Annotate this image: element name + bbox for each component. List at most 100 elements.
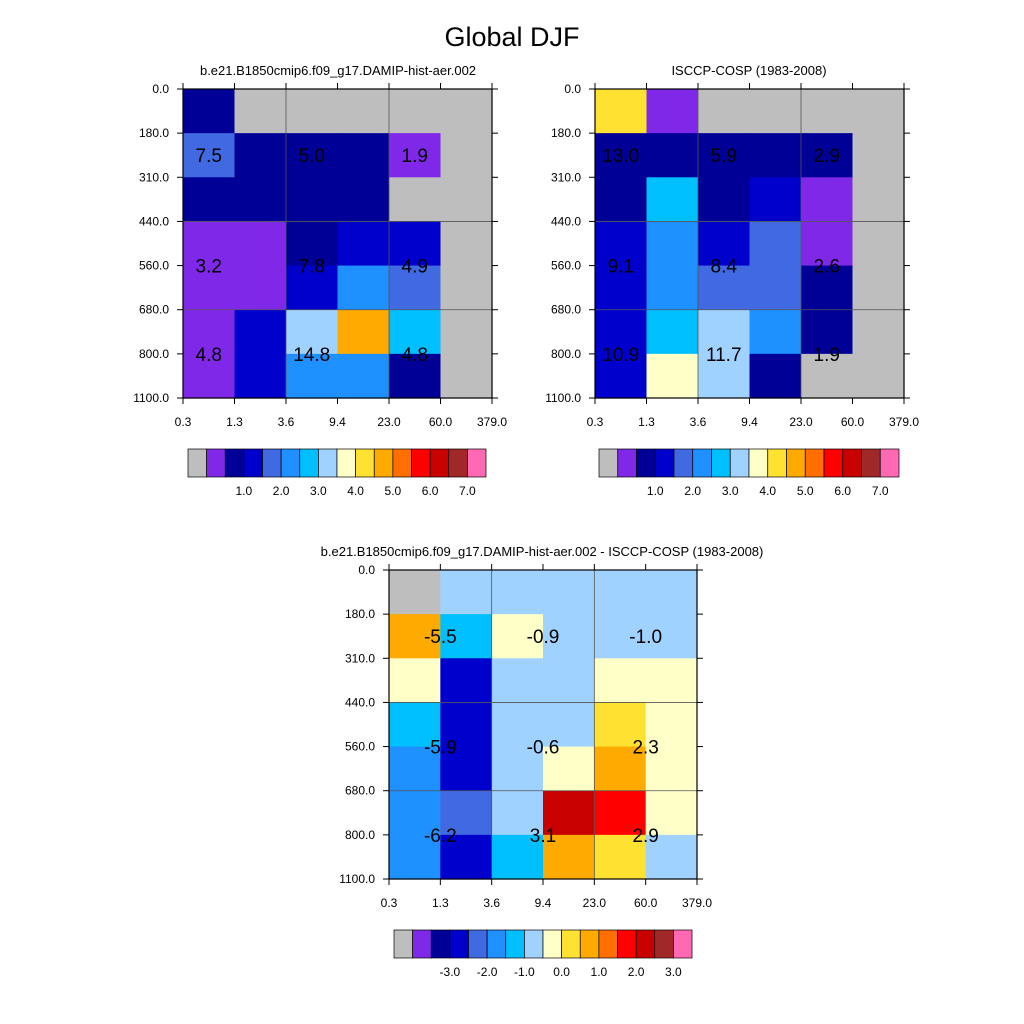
heatmap-cell: [440, 353, 493, 399]
y-tick-label: 680.0: [139, 303, 169, 317]
heatmap-cell: [491, 614, 544, 659]
colorbar-swatch: [318, 448, 338, 478]
y-tick-label: 800.0: [551, 347, 581, 361]
x-tick-label: 3.6: [483, 896, 500, 910]
heatmap-cell: [491, 570, 544, 615]
heatmap-cell: [645, 614, 698, 659]
colorbar-label: 4.0: [759, 484, 776, 498]
colorbar-label: 1.0: [647, 484, 664, 498]
cell-annotation: -0.6: [527, 738, 560, 759]
panel-obs-plot: 0.3 1.3 3.6 9.4 23.0 60.0 379.0 0.0 180.0 310.0 44…: [545, 82, 919, 429]
y-tick-label: 440.0: [345, 695, 375, 709]
cell-annotation: 5.9: [711, 146, 737, 167]
heatmap-cell: [286, 309, 339, 355]
cell-annotation: 10.9: [602, 345, 639, 366]
colorbar-label: 4.0: [347, 484, 364, 498]
heatmap-cell: [698, 221, 751, 267]
x-tick-label: 379.0: [889, 415, 919, 429]
cell-annotation: 3.1: [530, 826, 556, 847]
cell-annotation: 2.9: [632, 826, 658, 847]
y-tick-label: 180.0: [139, 126, 169, 140]
heatmap-cell: [698, 177, 751, 223]
heatmap-cell: [286, 265, 339, 311]
y-tick-label: 560.0: [139, 259, 169, 273]
heatmap-cell: [801, 221, 854, 267]
panel-difference: b.e21.B1850cmip6.f09_g17.DAMIP-hist-aer.…: [321, 544, 764, 979]
colorbar-swatch: [636, 448, 656, 478]
colorbar-swatch: [392, 448, 412, 478]
x-tick-label: 9.4: [535, 896, 552, 910]
heatmap-cell: [234, 133, 287, 178]
heatmap-cell: [646, 309, 699, 355]
heatmap-cell: [852, 353, 905, 399]
heatmap-cell: [491, 834, 544, 880]
heatmap-cell: [749, 265, 802, 311]
y-tick-label: 560.0: [345, 740, 375, 754]
heatmap-cell: [698, 265, 751, 311]
colorbar-label: 7.0: [459, 484, 476, 498]
heatmap-cell: [698, 89, 751, 134]
heatmap-cell: [183, 177, 236, 223]
heatmap-cell: [389, 221, 442, 267]
colorbar-swatch: [187, 448, 207, 478]
colorbar-swatch: [786, 448, 806, 478]
heatmap-cell: [440, 746, 493, 792]
heatmap-cell: [801, 89, 854, 134]
heatmap-cell: [389, 177, 442, 223]
heatmap-cell: [491, 790, 544, 836]
heatmap-cell: [389, 353, 442, 399]
colorbar-label: 5.0: [797, 484, 814, 498]
heatmap-cell: [645, 790, 698, 836]
panel-difference-colorbar: -3.0 -2.0 -1.0 0.0 1.0 2.0 3.0: [393, 929, 693, 979]
colorbar-swatch: [654, 929, 674, 959]
colorbar-label: 5.0: [385, 484, 402, 498]
heatmap-cell: [234, 353, 287, 399]
heatmap-cell: [286, 177, 339, 223]
cell-annotation: -5.9: [424, 738, 457, 759]
heatmap-cell: [440, 89, 493, 134]
heatmap-cell: [286, 133, 339, 178]
heatmap-cell: [594, 658, 647, 704]
colorbar-swatch: [373, 448, 394, 478]
colorbar-label: -1.0: [514, 965, 535, 979]
heatmap-cell: [234, 177, 287, 223]
heatmap-cell: [389, 834, 441, 880]
heatmap-cell: [491, 746, 544, 792]
cell-annotation: 1.9: [402, 146, 428, 167]
heatmap-cell: [286, 221, 339, 267]
heatmap-cell: [543, 570, 595, 615]
colorbar-label: 6.0: [422, 484, 439, 498]
x-tick-label: 3.6: [278, 415, 295, 429]
heatmap-cell: [852, 89, 905, 134]
heatmap-cell: [183, 89, 236, 134]
colorbar-swatch: [448, 448, 468, 478]
heatmap-cell: [337, 353, 390, 399]
heatmap-cell: [389, 702, 441, 748]
heatmap-cell: [801, 353, 854, 399]
cell-annotation: -5.5: [424, 627, 457, 648]
panel-obs-colorbar: 1.0 2.0 3.0 4.0 5.0 6.0 7.0: [598, 448, 900, 498]
colorbar-swatch: [524, 929, 544, 959]
cell-annotation: 8.4: [711, 257, 738, 278]
heatmap-cell: [234, 89, 287, 134]
heatmap-cell: [440, 265, 493, 311]
heatmap-cell: [852, 133, 905, 178]
heatmap-cell: [646, 177, 699, 223]
x-tick-label: 0.3: [381, 896, 398, 910]
heatmap-cell: [440, 790, 493, 836]
heatmap-cell: [286, 89, 339, 134]
heatmap-cell: [594, 570, 647, 615]
x-tick-label: 0.3: [175, 415, 192, 429]
x-tick-label: 60.0: [429, 415, 453, 429]
heatmap-cell: [645, 658, 698, 704]
y-tick-label: 180.0: [345, 607, 375, 621]
heatmap-cell: [595, 221, 648, 267]
cell-annotation: 4.8: [196, 345, 222, 366]
colorbar-swatch: [617, 929, 637, 959]
cell-annotation: 4.9: [402, 257, 428, 278]
colorbar-swatch: [561, 929, 581, 959]
y-tick-label: 180.0: [551, 126, 581, 140]
heatmap-cell: [440, 221, 493, 267]
colorbar-swatch: [262, 448, 282, 478]
colorbar-swatch: [617, 448, 637, 478]
